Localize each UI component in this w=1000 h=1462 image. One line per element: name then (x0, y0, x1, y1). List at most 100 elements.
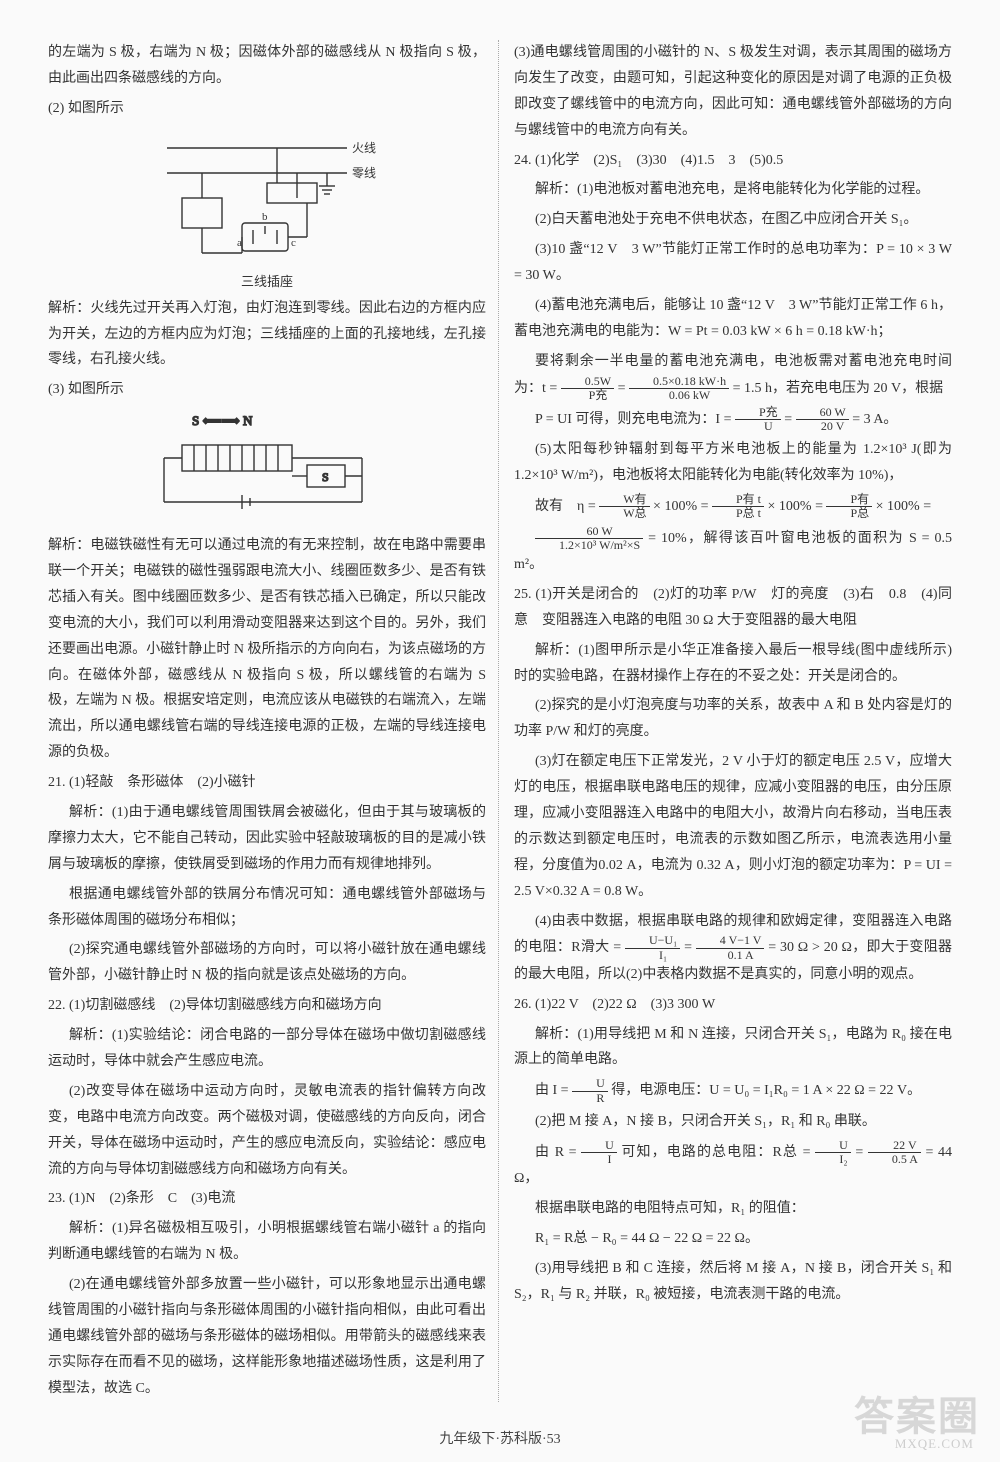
q22-p2: (2)改变导体在磁场中运动方向时，灵敏电流表的指针偏转方向改变，电路中电流方向改… (48, 1079, 486, 1183)
fraction: UI₂ (815, 1139, 851, 1166)
txt: 由 R = (535, 1145, 577, 1160)
fraction: 4 V−1 V0.1 A (696, 934, 765, 961)
q25-expl1: 解析：(1)图甲所示是小华正准备接入最后一根导线(图中虚线所示)时的实验电路，在… (514, 638, 952, 690)
q25-expl4: (4)由表中数据，根据串联电路的规律和欧姆定律，变阻器连入电路的电阻：R滑大 =… (514, 909, 952, 988)
fraction: 60 W20 V (796, 406, 849, 433)
q24-expl2: (2)白天蓄电池处于充电不供电状态，在图乙中应闭合开关 S₁。 (514, 207, 952, 233)
q21-p2: 根据通电螺线管外部的铁屑分布情况可知：通电螺线管外部磁场与条形磁体周围的磁场分布… (48, 882, 486, 934)
q21-head: 21. (1)轻敲 条形磁体 (2)小磁针 (48, 770, 486, 796)
txt: = 1.5 h，若充电电压为 20 V，根据 (733, 381, 944, 396)
txt: × 100% = (653, 499, 712, 514)
fraction: U−U₁I₁ (625, 934, 680, 961)
den: 0.1 A (696, 949, 765, 962)
fraction: 0.5×0.18 kW·h0.06 kW (629, 375, 729, 402)
txt: = 3 A。 (852, 412, 897, 427)
para-analysis: 解析：电磁铁磁性有无可以通过电流的有无来控制，故在电路中需要串联一个开关；电磁铁… (48, 533, 486, 766)
num: W有 (599, 493, 649, 507)
solenoid-svg: S ⟸⟹ N (152, 407, 382, 517)
den: I₂ (815, 1153, 851, 1166)
num: U (815, 1139, 851, 1153)
fraction: P有P总 (826, 493, 872, 520)
q26-head: 26. (1)22 V (2)22 Ω (3)3 300 W (514, 992, 952, 1018)
q24-head: 24. (1)化学 (2)S₁ (3)30 (4)1.5 3 (5)0.5 (514, 148, 952, 174)
label-b: b (262, 211, 268, 223)
q22-head: 22. (1)切割磁感线 (2)导体切割磁感线方向和磁场方向 (48, 993, 486, 1019)
txt: 得，电源电压：U = U₀ = I₁R₀ = 1 A × 22 Ω = 22 V… (611, 1083, 921, 1098)
q25-expl3: (3)灯在额定电压下正常发光，2 V 小于灯的额定电压 2.5 V，应增大灯的电… (514, 749, 952, 904)
fraction: P有 tP总 t (712, 493, 764, 520)
fraction: 0.5WP充 (561, 375, 614, 402)
left-column: 的左端为 S 极，右端为 N 极；因磁体外部的磁感线从 N 极指向 S 极，由此… (48, 40, 486, 1406)
q26-expl7: (3)用导线把 B 和 C 连接，然后将 M 接 A，N 接 B，闭合开关 S₁… (514, 1256, 952, 1308)
num: 0.5W (561, 375, 614, 389)
q24-expl8b: 60 W1.2×10³ W/m²×S = 10%，解得该百叶窗电池板的面积为 S… (514, 525, 952, 578)
txt: = (855, 1145, 868, 1160)
txt: = (618, 381, 629, 396)
label-zero: 零线 (352, 166, 376, 180)
q23-head: 23. (1)N (2)条形 C (3)电流 (48, 1186, 486, 1212)
num: 22 V (868, 1139, 921, 1153)
num: U (572, 1077, 608, 1091)
q26-expl5: 根据串联电路的电阻特点可知，R₁ 的阻值： (514, 1196, 952, 1222)
num: P充 (735, 406, 781, 420)
watermark-sub: MXQE.COM (895, 1436, 974, 1452)
para: 的左端为 S 极，右端为 N 极；因磁体外部的磁感线从 N 极指向 S 极，由此… (48, 40, 486, 92)
fraction: W有W总 (599, 493, 649, 520)
fraction: 22 V0.5 A (868, 1139, 921, 1166)
q26-expl3: (2)把 M 接 A，N 接 B，只闭合开关 S₁，R₁ 和 R₀ 串联。 (514, 1109, 952, 1135)
q26-expl1: 解析：(1)用导线把 M 和 N 连接，只闭合开关 S₁，电路为 R₀ 接在电源… (514, 1022, 952, 1074)
fig1-caption: 三线插座 (147, 270, 387, 294)
para-analysis: 解析：火线先过开关再入灯泡，由灯泡连到零线。因此右边的方框内应为开关，左边的方框… (48, 296, 486, 374)
q22-expl: 解析：(1)实验结论：闭合电路的一部分导体在磁场中做切割磁感线运动时，导体中就会… (48, 1023, 486, 1075)
fraction: UR (572, 1077, 608, 1104)
q24-expl6: P = UI 可得，则充电电流为：I = P充U = 60 W20 V = 3 … (514, 406, 952, 433)
txt: = (684, 940, 696, 955)
para: (2) 如图所示 (48, 96, 486, 122)
q24-expl8: 故有 η = W有W总 × 100% = P有 tP总 t × 100% = P… (514, 493, 952, 520)
num: P有 t (712, 493, 764, 507)
num: 60 W (796, 406, 849, 420)
txt: 由 I = (535, 1083, 569, 1098)
q23-p2: (2)在通电螺线管外部多放置一些小磁针，可以形象地显示出通电螺线管周围的小磁针指… (48, 1272, 486, 1401)
q24-expl5: 要将剩余一半电量的蓄电池充满电，电池板需对蓄电池充电时间为：t = 0.5WP充… (514, 349, 952, 402)
q21-expl: 解析：(1)由于通电螺线管周围铁屑会被磁化，但由于其与玻璃板的摩擦力太大，它不能… (48, 800, 486, 878)
den: I₁ (625, 949, 680, 962)
fraction: P充U (735, 406, 781, 433)
column-divider (498, 40, 499, 1402)
den: P总 t (712, 507, 764, 520)
den: W总 (599, 507, 649, 520)
num: U (581, 1139, 617, 1153)
figure-socket-circuit: 火线 零线 a b c 三线插座 (147, 128, 387, 294)
page-content: 的左端为 S 极，右端为 N 极；因磁体外部的磁感线从 N 极指向 S 极，由此… (0, 0, 1000, 1426)
right-column: (3)通电螺线管周围的小磁针的 N、S 极发生对调，表示其周围的磁场方向发生了改… (514, 40, 952, 1406)
txt: 故有 η = (535, 499, 599, 514)
q26-expl2: 由 I = UR 得，电源电压：U = U₀ = I₁R₀ = 1 A × 22… (514, 1077, 952, 1104)
num: 0.5×0.18 kW·h (629, 375, 729, 389)
socket-svg: 火线 零线 a b c (147, 128, 387, 258)
den: 0.06 kW (629, 389, 729, 402)
q26-expl6: R₁ = R总 − R₀ = 44 Ω − 22 Ω = 22 Ω。 (514, 1226, 952, 1252)
para: (3)通电螺线管周围的小磁针的 N、S 极发生对调，表示其周围的磁场方向发生了改… (514, 40, 952, 144)
label-a: a (237, 237, 242, 249)
den: I (581, 1153, 617, 1166)
den: P充 (561, 389, 614, 402)
den: 1.2×10³ W/m²×S (535, 539, 643, 552)
num: P有 (826, 493, 872, 507)
txt: × 100% = (768, 499, 827, 514)
q26-expl4: 由 R = UI 可知，电路的总电阻：R总 = UI₂ = 22 V0.5 A … (514, 1139, 952, 1192)
den: U (735, 420, 781, 433)
q25-expl2: (2)探究的是小灯泡亮度与功率的关系，故表中 A 和 B 处内容是灯的功率 P/… (514, 693, 952, 745)
svg-text:S: S (322, 470, 329, 484)
page-footer: 九年级下·苏科版·53 (0, 1428, 1000, 1448)
q24-expl4: (4)蓄电池充满电后，能够让 10 盏“12 V 3 W”节能灯正常工作 6 h… (514, 293, 952, 345)
q24-expl1: 解析：(1)电池板对蓄电池充电，是将电能转化为化学能的过程。 (514, 177, 952, 203)
q25-head: 25. (1)开关是闭合的 (2)灯的功率 P/W 灯的亮度 (3)右 0.8 … (514, 582, 952, 634)
svg-text:S ⟸⟹ N: S ⟸⟹ N (192, 413, 253, 428)
txt: 可知，电路的总电阻：R总 = (621, 1145, 815, 1160)
q21-p3: (2)探究通电螺线管外部磁场的方向时，可以将小磁针放在通电螺线管外部，小磁针静止… (48, 937, 486, 989)
den: R (572, 1092, 608, 1105)
den: 20 V (796, 420, 849, 433)
fraction: UI (581, 1139, 617, 1166)
label-fire: 火线 (352, 141, 376, 155)
q24-expl3: (3)10 盏“12 V 3 W”节能灯正常工作时的总电功率为：P = 10 ×… (514, 237, 952, 289)
